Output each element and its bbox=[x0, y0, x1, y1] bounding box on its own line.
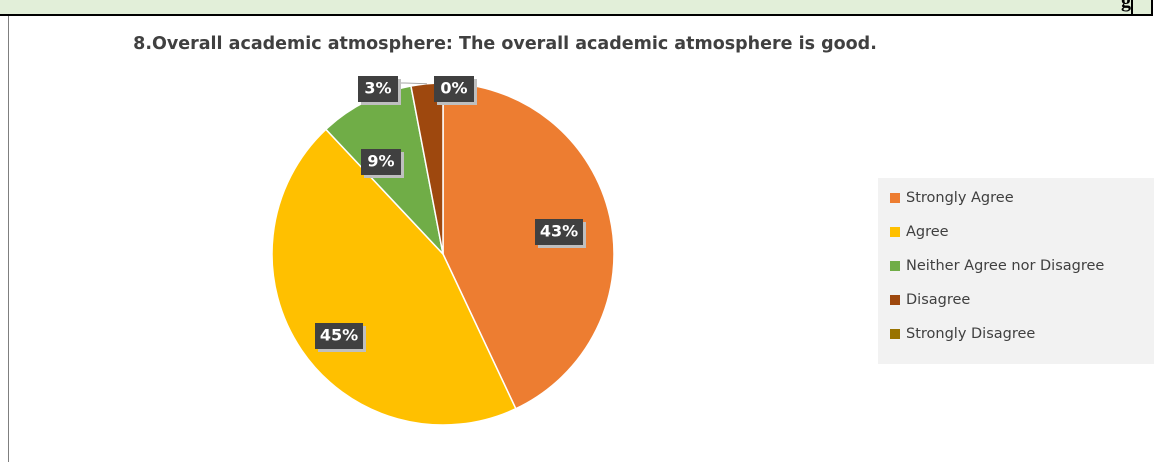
top-banner: g bbox=[0, 0, 1153, 16]
legend-swatch-agree bbox=[890, 227, 900, 237]
legend-swatch-strongly-disagree bbox=[890, 329, 900, 339]
data-label-text: 9% bbox=[367, 152, 394, 171]
data-labels: 43% 45% 9% 3% 0% bbox=[315, 76, 586, 352]
legend-item-disagree: Disagree bbox=[890, 290, 970, 310]
legend-label: Agree bbox=[906, 224, 949, 240]
legend-swatch-neither bbox=[890, 261, 900, 271]
banner-divider bbox=[1131, 0, 1133, 14]
chart-title: 8.Overall academic atmosphere: The overa… bbox=[133, 34, 877, 54]
left-border bbox=[8, 16, 9, 462]
data-label-text: 0% bbox=[440, 79, 467, 98]
data-label-disagree: 3% bbox=[358, 76, 401, 105]
legend-label: Strongly Disagree bbox=[906, 326, 1036, 342]
data-label-box bbox=[535, 219, 583, 245]
data-label-strongly-disagree: 0% bbox=[434, 76, 477, 105]
legend-item-neither-agree-nor-disagree: Neither Agree nor Disagree bbox=[890, 256, 1104, 276]
chart-legend: Strongly Agree Agree Neither Agree nor D… bbox=[878, 178, 1154, 364]
data-label-strongly-agree: 43% bbox=[535, 219, 586, 248]
leader-line-disagree bbox=[398, 82, 427, 85]
data-label-box bbox=[315, 323, 363, 349]
pie-slices bbox=[271, 82, 615, 426]
pie-slice-strongly-agree bbox=[442, 82, 615, 410]
data-label-text: 43% bbox=[540, 222, 578, 241]
legend-item-strongly-disagree: Strongly Disagree bbox=[890, 324, 1035, 344]
data-label-box bbox=[361, 149, 401, 175]
legend-label: Neither Agree nor Disagree bbox=[906, 258, 1105, 274]
legend-item-agree: Agree bbox=[890, 222, 949, 242]
legend-swatch-strongly-agree bbox=[890, 193, 900, 203]
data-label-box bbox=[358, 76, 398, 102]
data-label-agree: 45% bbox=[315, 323, 366, 352]
leader-lines bbox=[398, 82, 427, 85]
legend-swatch-disagree bbox=[890, 295, 900, 305]
data-label-neither-agree-nor-disagree: 9% bbox=[361, 149, 404, 178]
legend-label: Strongly Agree bbox=[906, 190, 1014, 206]
data-label-text: 45% bbox=[320, 326, 358, 345]
banner-text: g bbox=[1121, 0, 1131, 12]
legend-label: Disagree bbox=[906, 292, 971, 308]
data-label-text: 3% bbox=[364, 79, 391, 98]
data-label-box bbox=[434, 76, 474, 102]
legend-item-strongly-agree: Strongly Agree bbox=[890, 188, 1014, 208]
